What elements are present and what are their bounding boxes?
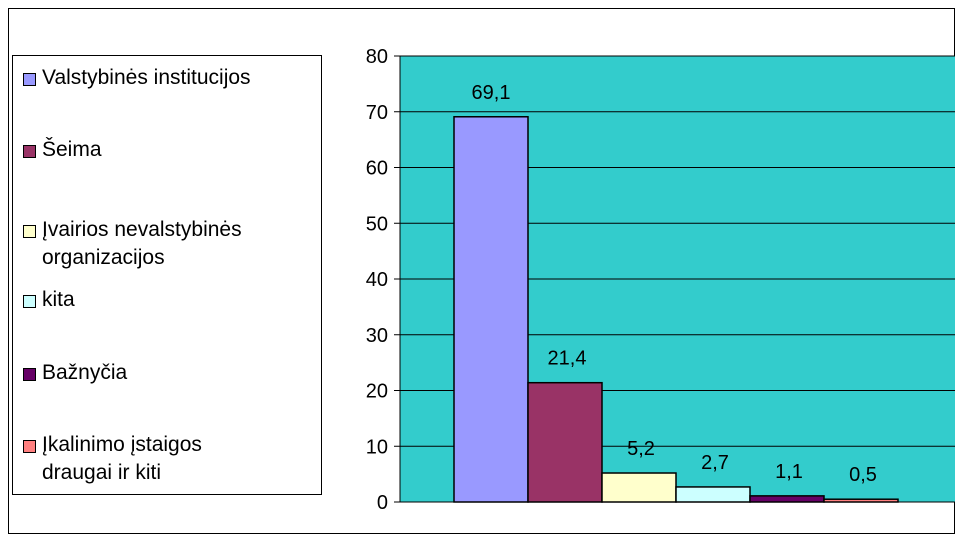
bar [601,472,677,503]
legend-label: Valstybinės institucijos [42,66,251,89]
legend-item: Įvairios nevalstybinės organizacijos [23,216,242,272]
bar [675,486,751,503]
legend-swatch [23,145,36,158]
bar [823,498,899,503]
legend-label: Bažnyčia [42,361,128,384]
y-tick-label: 40 [366,269,388,291]
legend-label: kita [42,288,75,311]
y-tick-label: 80 [366,46,388,68]
data-label: 2,7 [701,452,729,474]
legend-item: Valstybinės institucijos [23,64,251,92]
legend-swatch [23,73,36,86]
legend-label: Įvairios nevalstybinės organizacijos [42,218,242,269]
y-tick-label: 20 [366,381,388,403]
legend-item: Bažnyčia [23,359,127,387]
data-label: 0,5 [849,464,877,486]
legend-swatch [23,440,36,453]
data-label: 5,2 [627,438,655,460]
legend: Valstybinės institucijos Šeima Įvairios ne… [12,55,322,495]
bar [453,116,529,503]
bar [527,381,603,503]
y-tick-label: 70 [366,102,388,124]
legend-item: kita [23,286,75,314]
y-tick-label: 60 [366,158,388,180]
legend-item: Šeima [23,136,102,164]
legend-swatch [23,295,36,308]
data-label: 21,4 [548,348,587,370]
legend-item: Įkalinimo įstaigos draugai ir kiti [23,431,202,487]
data-label: 1,1 [775,461,803,483]
legend-swatch [23,368,36,381]
y-tick-label: 50 [366,213,388,235]
y-tick-label: 10 [366,436,388,458]
legend-label: Šeima [42,138,102,161]
bar [749,495,825,503]
y-tick-label: 0 [377,492,388,514]
legend-swatch [23,225,36,238]
y-tick-label: 30 [366,325,388,347]
data-label: 69,1 [472,82,511,104]
legend-label: Įkalinimo įstaigos draugai ir kiti [42,433,202,484]
